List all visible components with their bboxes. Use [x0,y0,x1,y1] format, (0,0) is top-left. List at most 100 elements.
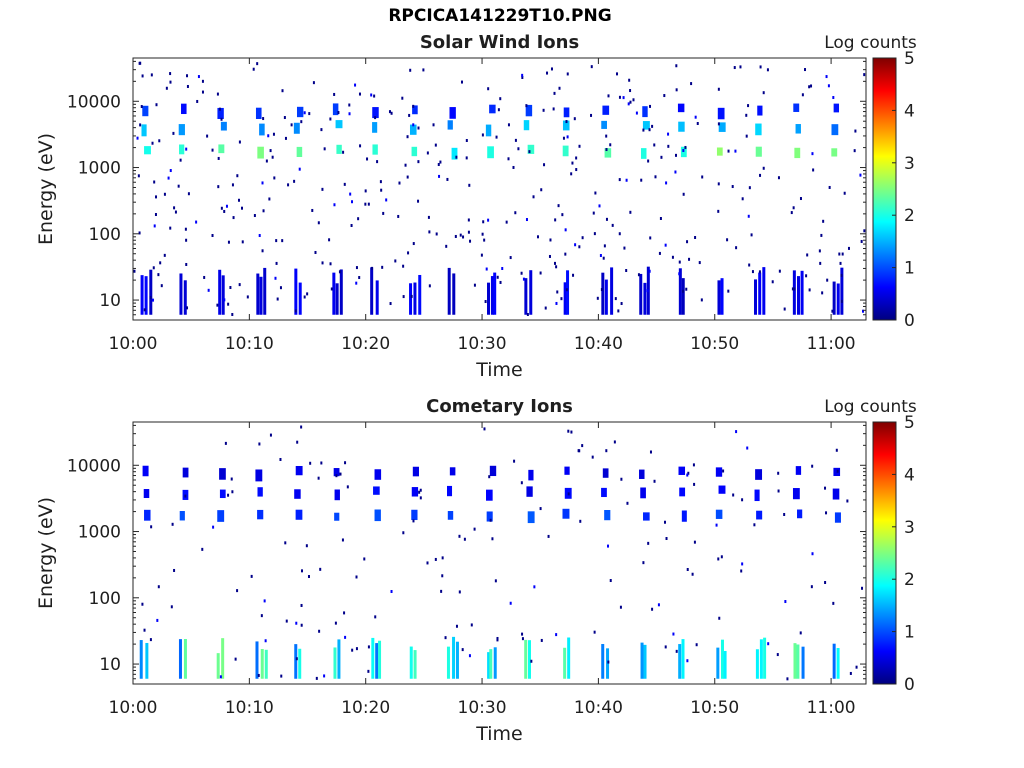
heatmap-cell [499,280,502,284]
heatmap-cell [438,174,441,178]
heatmap-cell [834,512,841,523]
heatmap-cell [839,261,842,265]
heatmap-cell [660,155,663,159]
heatmap-cell [698,261,701,265]
heatmap-cell [219,489,226,499]
heatmap-cell [376,160,379,164]
heatmap-cell [294,489,301,499]
heatmap-cell [225,204,228,208]
heatmap-cell [693,540,696,544]
heatmap-cell [336,144,342,154]
heatmap-cell [570,172,573,176]
heatmap-cell [373,94,376,98]
heatmap-cell [799,197,802,201]
heatmap-cell [602,105,610,115]
heatmap-cell [221,638,225,679]
heatmap-cell [390,111,393,115]
heatmap-cell [793,103,800,112]
heatmap-cell [485,267,488,271]
heatmap-cell [275,239,278,243]
heatmap-cell [557,204,560,208]
heatmap-cell [550,67,553,71]
heatmap-cell [279,457,282,461]
heatmap-cell [273,176,276,180]
heatmap-cell [565,288,568,292]
heatmap-cell [746,446,749,450]
heatmap-cell [138,231,141,235]
heatmap-cell [183,280,187,315]
heatmap-cell [524,639,528,679]
heatmap-cell [862,309,865,313]
heatmap-cell [822,219,825,223]
heatmap-cell [604,510,611,521]
heatmap-cell [295,657,298,661]
heatmap-cell [717,182,720,186]
colorbar-tick-label: 3 [904,154,915,174]
heatmap-cell [355,266,358,270]
heatmap-cell [501,267,504,271]
heatmap-cell [665,537,668,541]
heatmap-cell [783,512,786,516]
heatmap-cell [649,104,652,108]
heatmap-cell [821,291,824,295]
heatmap-cell [258,234,261,238]
heatmap-cell [260,614,263,618]
heatmap-cell [808,85,811,89]
heatmap-cell [257,509,264,520]
heatmap-cell [227,493,230,497]
heatmap-cell [639,469,645,479]
heatmap-cell [618,178,621,182]
heatmap-cell [487,652,491,679]
heatmap-cell [663,94,666,98]
heatmap-cell [755,469,763,480]
heatmap-cell [363,557,366,561]
heatmap-cell [224,441,227,445]
heatmap-cell [717,209,720,213]
heatmap-cell [563,107,570,118]
heatmap-cell [678,644,682,679]
y-tick-label: 1000 [78,523,121,543]
heatmap-cell [642,128,645,132]
heatmap-cell [570,430,573,434]
heatmap-cell [144,276,148,315]
heatmap-cell [172,131,175,135]
heatmap-cell [811,464,814,468]
heatmap-cell [771,280,774,284]
heatmap-cell [358,92,361,96]
x-tick-label: 10:30 [458,698,507,718]
heatmap-cell [605,449,608,453]
heatmap-cell [489,518,492,522]
heatmap-cell [667,144,670,148]
heatmap-cell [651,124,654,128]
heatmap-cell [374,116,377,120]
heatmap-cell [678,260,681,264]
heatmap-cell [455,155,458,159]
heatmap-cell [294,644,298,679]
heatmap-cell [173,568,176,572]
heatmap-cell [758,270,761,274]
heatmap-cell [186,74,189,78]
heatmap-cell [601,120,607,129]
heatmap-cell [138,61,141,65]
heatmap-cell [831,148,838,157]
heatmap-cell [733,66,736,70]
heatmap-cell [201,547,204,551]
heatmap-cell [548,254,551,258]
heatmap-cell [378,640,382,679]
heatmap-cell [507,123,510,127]
heatmap-cell [482,220,485,224]
heatmap-cell [145,642,149,679]
heatmap-cell [563,282,567,315]
heatmap-cell [524,278,528,315]
heatmap-cell [179,158,182,162]
heatmap-cell [300,425,303,429]
heatmap-cell [241,240,244,244]
heatmap-cell [691,572,694,576]
heatmap-cell [276,297,279,301]
heatmap-cell [840,273,843,277]
heatmap-cell [825,511,828,515]
heatmap-cell [314,250,317,254]
heatmap-cell [149,295,152,299]
heatmap-cell [784,600,787,604]
heatmap-cell [491,537,494,541]
